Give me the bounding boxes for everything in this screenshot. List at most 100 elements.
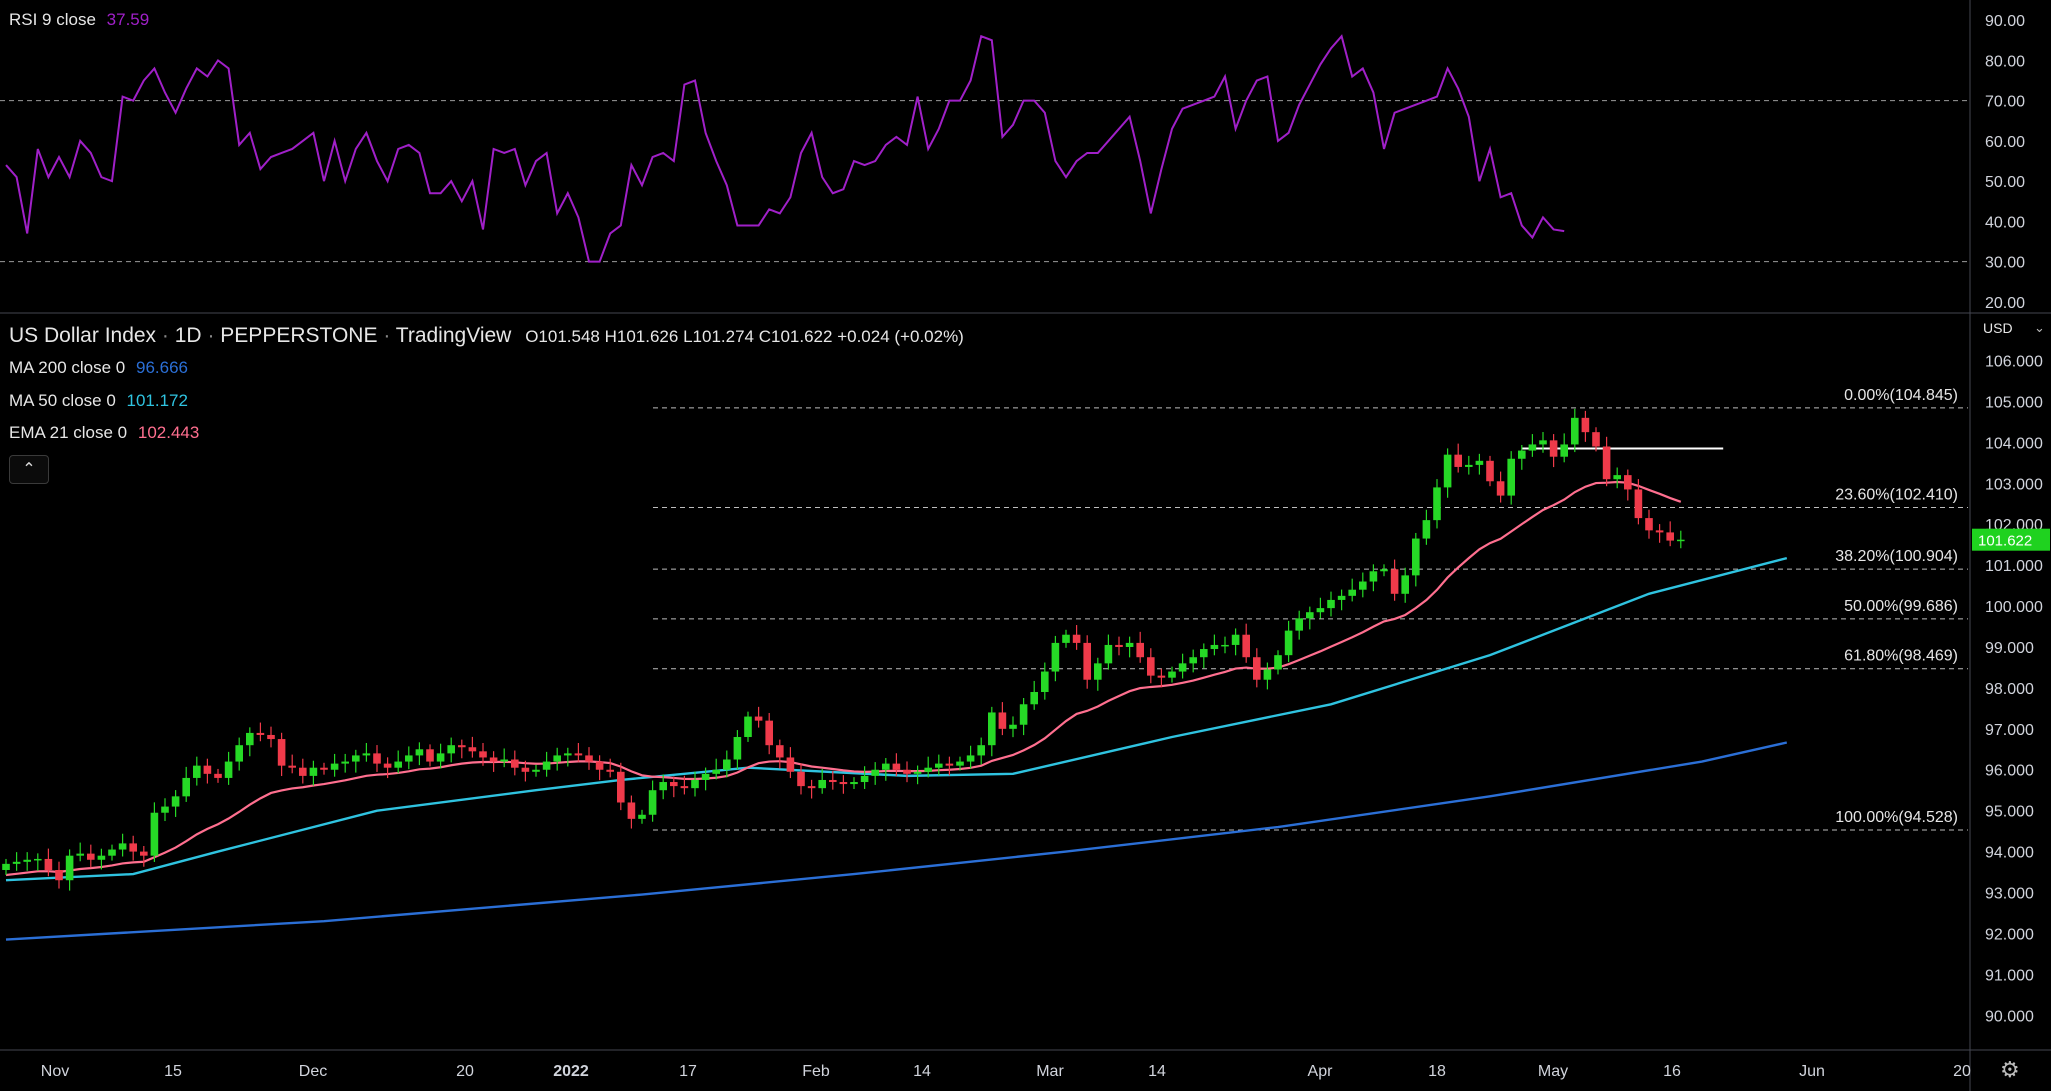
rsi-axis-tick: 90.00	[1985, 13, 2025, 30]
ma200-line	[5, 741, 1788, 941]
price-axis-tick: 93.000	[1985, 886, 2034, 903]
candle-body	[1242, 634, 1250, 658]
last-price-tag	[1972, 528, 2050, 551]
candle-body	[500, 759, 508, 762]
fib-level-label: 23.60%(102.410)	[1835, 486, 1958, 503]
candle-body	[1210, 644, 1219, 650]
candle-body	[299, 767, 307, 776]
gear-icon[interactable]: ⚙	[2000, 1057, 2020, 1082]
candle-body	[1083, 642, 1091, 680]
candle-body	[1443, 454, 1452, 488]
candle-body	[1486, 460, 1494, 482]
candle-body	[1560, 444, 1568, 457]
candle-body	[860, 775, 869, 783]
candle-body	[956, 761, 964, 766]
candle-body	[1401, 575, 1409, 594]
candle-body	[627, 802, 636, 819]
rsi-axis-tick: 50.00	[1985, 174, 2025, 191]
candle-body	[1412, 538, 1420, 576]
candle-body	[701, 773, 710, 780]
candle-body	[521, 767, 530, 772]
ohlc-readout: O101.548 H101.626 L101.274 C101.622 +0.0…	[525, 327, 964, 346]
rsi-title: RSI 9 close	[9, 10, 96, 29]
candle-body	[1645, 518, 1653, 531]
price-axis-tick: 92.000	[1985, 926, 2034, 943]
candle-body	[839, 782, 848, 785]
candle-body	[1369, 571, 1378, 582]
candle-body	[182, 777, 190, 797]
candle-body	[595, 761, 604, 770]
candle-body	[489, 757, 498, 762]
candle-body	[1231, 634, 1240, 645]
symbol-header[interactable]: US Dollar Index · 1D · PEPPERSTONE · Tra…	[9, 324, 964, 348]
separator: ·	[161, 324, 169, 347]
candle-body	[1316, 608, 1325, 613]
chevron-down-icon[interactable]: ⌄	[2034, 320, 2045, 335]
candle-body	[1041, 671, 1049, 692]
candle-body	[1062, 634, 1070, 643]
data-source: TradingView	[395, 324, 512, 347]
price-axis-tick: 103.000	[1985, 476, 2043, 493]
candle-body	[786, 757, 795, 772]
interval[interactable]: 1D	[174, 324, 202, 347]
price-axis-tick: 94.000	[1985, 845, 2034, 862]
collapse-legend-button[interactable]: ⌃	[9, 455, 49, 484]
candle-body	[1306, 612, 1314, 619]
candle-body	[1157, 675, 1166, 678]
rsi-axis-tick: 20.00	[1985, 295, 2025, 312]
candle-body	[140, 851, 148, 856]
candle-body	[648, 790, 657, 815]
candle-body	[405, 755, 413, 762]
low-value: 101.274	[692, 327, 754, 346]
candle-body	[55, 870, 63, 881]
price-axis-tick: 96.000	[1985, 763, 2034, 780]
currency-label[interactable]: USD	[1983, 320, 2013, 336]
candle-body	[108, 849, 116, 856]
time-axis-tick: 20	[456, 1063, 474, 1080]
candle-body	[97, 855, 106, 860]
candle-body	[341, 761, 349, 764]
legend-ma200[interactable]: MA 200 close 0 96.666	[9, 358, 188, 378]
candle-body	[1009, 724, 1017, 729]
candle-body	[1147, 657, 1155, 676]
candle-body	[797, 771, 805, 787]
candle-body	[754, 716, 763, 721]
candle-body	[1465, 464, 1473, 467]
candle-body	[161, 806, 169, 813]
candle-body	[1168, 671, 1176, 678]
candle-body	[1496, 481, 1505, 496]
close-value: 101.622	[771, 327, 833, 346]
rsi-axis-tick: 60.00	[1985, 134, 2025, 151]
candle-body	[1677, 539, 1685, 542]
fib-level-label: 38.20%(100.904)	[1835, 548, 1958, 565]
candle-body	[1549, 440, 1558, 457]
rsi-value: 37.59	[106, 10, 150, 29]
time-axis-tick: Jun	[1799, 1063, 1825, 1080]
rsi-line	[5, 34, 1565, 263]
candle-body	[966, 755, 975, 762]
candle-body	[468, 747, 477, 752]
high-value: 101.626	[616, 327, 679, 346]
candle-body	[1507, 458, 1515, 496]
candle-body	[998, 712, 1007, 729]
candle-body	[34, 858, 42, 861]
candle-body	[659, 782, 667, 791]
candle-body	[977, 745, 985, 756]
symbol-name[interactable]: US Dollar Index	[9, 324, 157, 347]
candle-body	[1592, 432, 1600, 447]
candle-body	[383, 763, 392, 768]
candle-body	[818, 779, 826, 789]
price-axis-tick: 100.000	[1985, 599, 2043, 616]
legend-ema21[interactable]: EMA 21 close 0 102.443	[9, 423, 199, 443]
candle-body	[256, 732, 265, 735]
ma200-label: MA 200 close 0	[9, 358, 126, 377]
candle-body	[1602, 446, 1611, 480]
legend-ma50[interactable]: MA 50 close 0 101.172	[9, 391, 188, 411]
candle-body	[1094, 663, 1102, 680]
fib-level-label: 50.00%(99.686)	[1844, 598, 1958, 615]
candle-body	[436, 753, 445, 762]
last-price-value: 101.622	[1978, 533, 2032, 550]
candle-body	[193, 765, 201, 778]
candle-body	[564, 753, 572, 756]
